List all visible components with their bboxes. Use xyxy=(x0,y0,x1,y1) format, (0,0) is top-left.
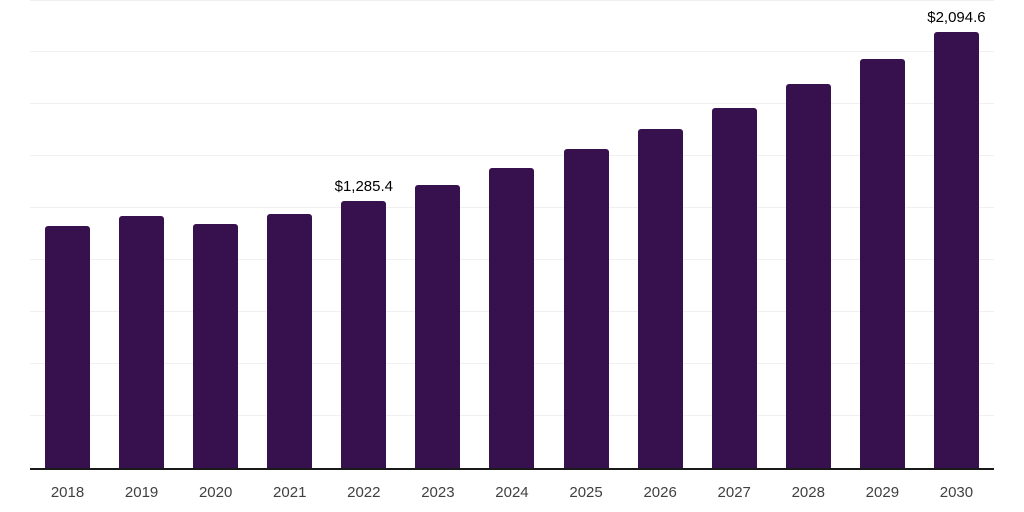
x-tick-label-2021: 2021 xyxy=(273,484,307,501)
x-axis-labels: 2018 2019 2020 2021 2022 2023 2024 2025 2026 2027… xyxy=(30,484,994,502)
bar-2026[interactable] xyxy=(637,128,683,468)
x-tick-label-2025: 2025 xyxy=(569,484,603,501)
x-tick-label-2018: 2018 xyxy=(50,484,85,501)
x-tick-label-2026: 2026 xyxy=(643,484,677,501)
bars-container: $1,285.4 $2,094.6 xyxy=(30,0,994,468)
bar-2019[interactable] xyxy=(119,215,165,468)
x-tick-label-2020: 2020 xyxy=(198,484,233,501)
bar-2020[interactable] xyxy=(193,224,239,468)
x-tick-label-2022: 2022 xyxy=(347,484,381,501)
bar-value-label-2022: $1,285.4 xyxy=(334,177,394,195)
x-tick-label-2023: 2023 xyxy=(421,484,455,501)
x-tick-label-2029: 2029 xyxy=(865,484,900,501)
bar-value-label-2030: $2,094.6 xyxy=(927,9,986,27)
x-tick-label-2028: 2028 xyxy=(791,484,825,501)
bar-2024[interactable] xyxy=(489,168,535,468)
bar-2025[interactable] xyxy=(563,149,609,468)
x-tick-label-2024: 2024 xyxy=(495,484,529,501)
gridline-2000 xyxy=(30,51,994,52)
bar-2023[interactable] xyxy=(415,185,461,468)
bar-2027[interactable] xyxy=(711,107,757,468)
x-tick-label-2027: 2027 xyxy=(717,484,751,501)
x-tick-label-2030: 2030 xyxy=(939,484,974,501)
bar-2022[interactable]: $1,285.4 xyxy=(335,178,393,468)
bar-2021[interactable] xyxy=(267,214,313,468)
plot-area: $1,285.4 $2,094.6 xyxy=(30,0,994,470)
gridline-2250 xyxy=(30,0,994,1)
x-tick-label-2019: 2019 xyxy=(124,484,159,501)
bar-2028[interactable] xyxy=(785,84,831,468)
bar-2018[interactable] xyxy=(45,226,90,468)
bar-2029[interactable] xyxy=(859,58,905,468)
gridline-1500 xyxy=(30,155,994,156)
bar-2030[interactable]: $2,094.6 xyxy=(927,9,986,468)
gridline-1750 xyxy=(30,103,994,104)
